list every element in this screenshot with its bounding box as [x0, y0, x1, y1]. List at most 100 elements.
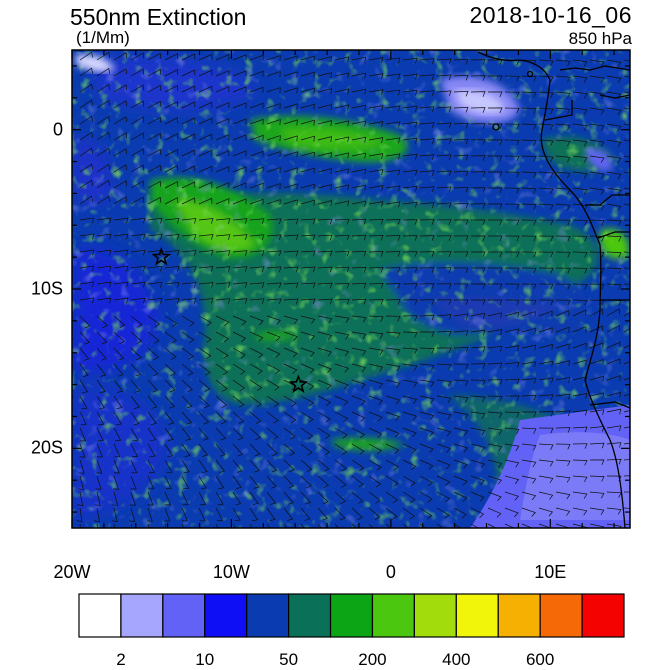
wind-barb	[79, 131, 94, 141]
wind-barb	[385, 185, 401, 192]
wind-barb	[521, 523, 533, 528]
wind-barb	[368, 411, 383, 422]
wind-barb	[147, 297, 163, 304]
wind-barb	[317, 282, 333, 289]
wind-barb	[487, 123, 503, 130]
wind-barb	[181, 133, 196, 141]
wind-barb	[351, 459, 365, 472]
wind-barb	[436, 395, 452, 404]
star-marker	[151, 246, 172, 266]
wind-barb	[504, 443, 520, 451]
wind-barb	[538, 327, 553, 334]
wind-barb	[266, 427, 279, 440]
wind-barb	[147, 265, 163, 272]
wind-barb	[436, 74, 452, 81]
wind-barb	[198, 133, 213, 141]
wind-barb	[164, 363, 177, 377]
wind-barb	[334, 88, 350, 95]
wind-barb	[147, 52, 162, 61]
wind-barb	[504, 459, 520, 468]
wind-barb	[572, 475, 588, 483]
wind-barb	[487, 171, 503, 178]
wind-barb	[453, 330, 469, 337]
wind-barb	[555, 376, 571, 383]
units-label: (1/Mm)	[76, 28, 130, 47]
wind-barb	[487, 379, 503, 385]
wind-barb	[181, 234, 197, 240]
wind-barb	[266, 282, 282, 289]
wind-barb	[317, 168, 333, 174]
wind-barb	[487, 523, 497, 528]
wind-barb	[385, 475, 399, 487]
wind-barb	[164, 475, 172, 490]
wind-barb	[300, 491, 312, 505]
colorbar-label: 2	[116, 650, 126, 669]
wind-barb	[79, 147, 94, 157]
wind-barb	[147, 491, 154, 506]
wind-barb	[368, 379, 384, 389]
wind-barb	[504, 491, 519, 501]
wind-barb	[334, 507, 346, 521]
wind-barb	[215, 491, 224, 506]
wind-barb	[317, 315, 333, 324]
wind-barb	[419, 74, 435, 80]
wind-barb	[504, 523, 515, 528]
wind-barb	[334, 363, 349, 373]
wind-barb	[487, 91, 503, 98]
wind-barb	[470, 235, 486, 242]
wind-barb	[555, 443, 571, 450]
wind-barb	[453, 219, 469, 225]
wind-barb	[334, 315, 350, 323]
wind-barb	[198, 117, 213, 125]
wind-barb	[504, 187, 520, 194]
wind-barb	[487, 443, 503, 452]
wind-barb	[453, 235, 469, 241]
wind-barb	[470, 75, 486, 81]
wind-barb	[79, 297, 95, 304]
wind-barb	[215, 118, 230, 125]
wind-barb	[453, 443, 469, 453]
wind-barb	[606, 187, 622, 196]
wind-barb	[589, 59, 605, 67]
wind-barb	[300, 234, 316, 241]
wind-barb	[113, 379, 124, 393]
wind-barb	[555, 491, 571, 500]
wind-barb	[606, 155, 622, 164]
wind-barb	[368, 235, 384, 241]
wind-barb	[96, 395, 105, 410]
wind-barb	[504, 361, 520, 368]
wind-barb	[436, 202, 452, 209]
wind-barb	[538, 443, 554, 450]
wind-barb	[521, 251, 537, 258]
colorbar-swatch	[162, 593, 206, 638]
wind-barb	[249, 266, 265, 273]
wind-barb	[113, 52, 128, 61]
wind-barb	[300, 411, 314, 423]
wind-barb	[181, 379, 193, 393]
wind-barb	[385, 459, 399, 471]
wind-barb	[198, 475, 207, 490]
wind-barb	[181, 250, 197, 256]
wind-barb	[351, 234, 367, 241]
wind-barb	[419, 379, 435, 387]
colorbar-swatch	[581, 593, 625, 638]
wind-barb	[589, 375, 604, 382]
wind-barb	[181, 315, 195, 327]
wind-barb	[623, 377, 630, 381]
wind-barb	[538, 283, 554, 290]
wind-barb	[317, 443, 331, 456]
wind-barb	[181, 298, 197, 304]
wind-barb	[470, 283, 486, 290]
wind-barb	[351, 491, 364, 504]
wind-barb	[470, 123, 486, 129]
wind-barb	[572, 393, 588, 399]
wind-barb	[232, 234, 248, 241]
wind-barb	[113, 281, 129, 288]
wind-barb	[402, 185, 418, 192]
wind-barb	[402, 283, 418, 289]
wind-barb	[113, 443, 121, 458]
wind-barb	[385, 251, 401, 257]
wind-barb	[402, 105, 418, 112]
wind-barb	[317, 411, 331, 423]
wind-barb	[215, 331, 229, 343]
